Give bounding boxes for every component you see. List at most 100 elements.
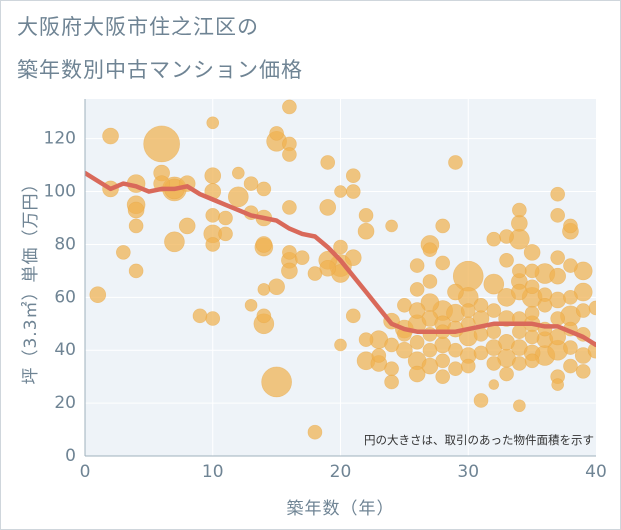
data-point: [232, 166, 245, 180]
data-point: [499, 253, 514, 268]
data-point: [499, 229, 514, 244]
data-point: [524, 279, 540, 295]
data-point: [397, 297, 412, 313]
data-point: [256, 181, 272, 197]
data-point: [563, 258, 578, 273]
data-point: [408, 365, 426, 383]
data-point: [269, 126, 284, 141]
data-point: [563, 290, 578, 305]
data-point: [178, 217, 196, 235]
data-point: [102, 127, 119, 145]
data-point: [499, 366, 514, 382]
data-point: [488, 379, 500, 390]
data-point: [294, 250, 310, 265]
y-tick-label: 20: [54, 393, 76, 413]
data-point: [344, 249, 362, 266]
data-point: [524, 329, 540, 345]
x-tick-label: 30: [457, 462, 479, 482]
data-point: [524, 305, 540, 321]
data-point: [550, 311, 565, 326]
data-point: [537, 297, 553, 313]
data-point: [524, 353, 540, 369]
data-point: [486, 231, 502, 247]
data-point: [345, 184, 361, 199]
data-point: [384, 337, 399, 353]
data-point: [243, 176, 259, 191]
data-point: [164, 231, 185, 253]
data-point: [282, 245, 297, 260]
data-point: [550, 186, 565, 202]
data-point: [384, 374, 399, 390]
bubble-size-note: 円の大きさは、取引のあった物件面積を示す: [364, 433, 594, 447]
data-point: [116, 245, 131, 260]
data-point: [447, 283, 464, 301]
y-tick-label: 100: [44, 182, 76, 202]
data-point: [563, 340, 578, 355]
data-point: [205, 311, 221, 326]
data-point: [320, 155, 336, 170]
data-point: [550, 208, 565, 223]
data-point: [127, 201, 145, 219]
data-point: [435, 255, 451, 271]
data-point: [448, 361, 463, 377]
data-point: [435, 369, 451, 384]
data-point: [204, 167, 222, 184]
data-point: [218, 226, 233, 242]
data-point: [319, 199, 337, 216]
data-point: [486, 356, 502, 371]
data-point: [512, 356, 527, 371]
data-point: [549, 267, 566, 285]
data-point: [334, 338, 347, 352]
data-point: [282, 99, 297, 115]
data-point: [371, 348, 387, 363]
data-point: [422, 342, 438, 358]
data-point: [206, 116, 220, 130]
data-point: [268, 278, 285, 296]
data-point: [473, 297, 489, 313]
data-point: [575, 303, 591, 318]
data-point: [409, 258, 425, 273]
data-point: [255, 236, 273, 253]
data-point: [483, 273, 505, 295]
data-point: [588, 300, 596, 316]
x-axis-title: 築年数（年）: [287, 499, 395, 519]
data-point: [523, 244, 541, 261]
data-point: [228, 186, 249, 208]
data-point: [563, 218, 578, 234]
data-point: [345, 308, 361, 324]
data-point: [307, 266, 323, 281]
data-point: [448, 342, 463, 358]
data-point: [435, 353, 451, 369]
data-point: [257, 283, 271, 296]
x-tick-label: 10: [202, 462, 224, 482]
y-tick-label: 40: [54, 340, 76, 360]
data-point: [192, 308, 208, 324]
data-point: [473, 393, 489, 408]
y-tick-label: 60: [54, 287, 76, 307]
data-point: [473, 345, 489, 361]
data-point: [511, 214, 528, 232]
data-point: [385, 219, 398, 233]
data-point: [512, 263, 527, 279]
data-point: [460, 303, 476, 318]
data-point: [460, 358, 476, 374]
data-point: [281, 262, 298, 280]
data-point: [244, 298, 258, 312]
chart-title-line2: 築年数別中古マンション価格: [17, 58, 303, 82]
data-point: [358, 332, 374, 347]
data-point: [282, 147, 297, 162]
data-point: [345, 168, 361, 183]
data-point: [409, 282, 425, 297]
y-axis-title: 坪（3.3㎡）単価（万円）: [21, 174, 41, 384]
data-point: [205, 208, 221, 223]
trend-line: [85, 170, 596, 348]
data-point: [358, 208, 374, 223]
y-tick-label: 80: [54, 234, 76, 254]
data-point: [143, 125, 180, 163]
data-point: [513, 399, 526, 413]
data-point: [333, 239, 348, 255]
data-point: [89, 286, 107, 303]
data-point: [512, 202, 527, 218]
chart-title-line1: 大阪府大阪市住之江区の: [17, 15, 259, 39]
